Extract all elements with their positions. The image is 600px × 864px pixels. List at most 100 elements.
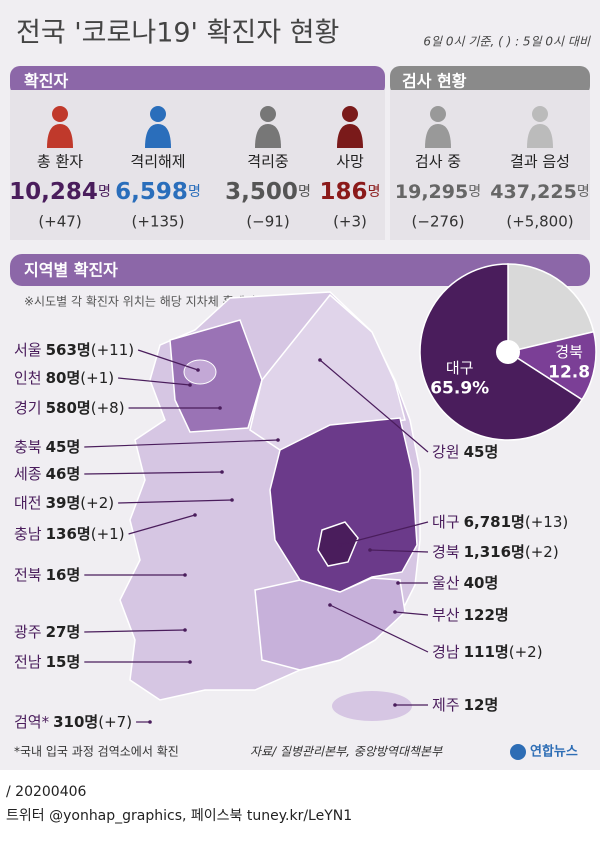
pie-slice <box>506 330 597 401</box>
leader-dot <box>183 573 187 577</box>
item-change: (+47) <box>38 213 81 231</box>
region-name: 전북 <box>14 566 42 584</box>
leader-line <box>329 604 429 653</box>
region-name: 울산 <box>432 574 460 592</box>
region-change: (+8) <box>91 399 125 417</box>
region-count: 1,316명 <box>464 543 525 561</box>
icon-head <box>150 106 166 122</box>
value: 3,500 <box>225 179 298 205</box>
icon-head <box>52 106 68 122</box>
panel <box>10 90 385 240</box>
pie-value-label: 65.9% <box>430 378 489 398</box>
leader-line <box>118 377 191 386</box>
region-count: 45명 <box>46 438 81 456</box>
note: 6일 0시 기준, ( ) : 5일 0시 대비 <box>423 35 591 49</box>
leader-line <box>84 439 279 448</box>
icon-head <box>430 106 446 122</box>
seoul <box>183 359 217 385</box>
region-label: 인천 80명(+1) <box>14 369 114 387</box>
item-change: (+3) <box>333 213 367 231</box>
item-change: (−276) <box>412 213 465 231</box>
region-name: 전남 <box>14 653 42 671</box>
region-label: 전남 15명 <box>14 653 80 671</box>
region-change: (+1) <box>80 369 114 387</box>
region-label: 울산 40명 <box>432 574 498 592</box>
region-label: 충남 136명(+1) <box>14 525 125 543</box>
region-count: 46명 <box>46 465 81 483</box>
value: 19,295 <box>395 181 468 203</box>
leader-dot <box>218 406 222 410</box>
unit: 명 <box>577 184 590 200</box>
leader-dot <box>328 603 332 607</box>
pie-category: 대구 <box>446 359 474 377</box>
section-title: 확진자 <box>24 72 68 91</box>
leader-dot <box>318 358 322 362</box>
icon-body <box>255 124 281 148</box>
leader-dot <box>220 470 224 474</box>
region-count: 27명 <box>46 623 81 641</box>
leader-dot <box>338 543 342 547</box>
region-count: 15명 <box>46 653 81 671</box>
region-name: 경기 <box>14 399 42 417</box>
region-label: 세종 46명 <box>14 465 80 483</box>
item-label: 총 환자 <box>37 153 83 171</box>
leader-dot <box>193 513 197 517</box>
item-value: 3,500명 <box>225 179 311 205</box>
leader-dot <box>230 498 234 502</box>
item-value: 19,295명 <box>395 181 481 203</box>
region-name: 검역* <box>14 713 50 731</box>
region-count: 310명 <box>53 713 98 731</box>
section-bar <box>10 66 385 96</box>
leader-dot <box>393 610 397 614</box>
item-value: 10,284명 <box>9 179 111 205</box>
leader-dot <box>368 548 372 552</box>
leader-line <box>84 629 186 633</box>
gyeonggi <box>169 319 263 433</box>
item-change: (+5,800) <box>506 213 573 231</box>
item-value: 186명 <box>320 179 381 205</box>
jeju <box>332 691 412 721</box>
region-label: 대전 39명(+2) <box>14 494 114 512</box>
icon-head <box>260 106 276 122</box>
leader-dot <box>196 368 200 372</box>
item-value: 437,225명 <box>490 181 589 203</box>
section-title: 지역별 확진자 <box>24 261 118 280</box>
region-name: 대전 <box>14 494 42 512</box>
region-label: 제주 12명 <box>432 696 498 714</box>
icon-body <box>425 124 451 148</box>
region-label: 강원 45명 <box>432 443 498 461</box>
region-count: 16명 <box>46 566 81 584</box>
gyeongbuk <box>269 417 418 593</box>
region-name: 인천 <box>14 369 42 387</box>
region-change: (+1) <box>91 525 125 543</box>
region-change: (+13) <box>525 513 568 531</box>
section-bar <box>10 254 590 286</box>
region-name: 충남 <box>14 525 42 543</box>
region-name: 세종 <box>14 465 42 483</box>
region-count: 80명 <box>46 369 81 387</box>
region-count: 111명 <box>464 643 509 661</box>
leader-dot <box>183 628 187 632</box>
region-name: 서울 <box>14 341 42 359</box>
leader-line <box>369 549 429 553</box>
region-change: (+11) <box>91 341 134 359</box>
value: 10,284 <box>9 179 98 205</box>
leader-line <box>319 359 429 453</box>
item-label: 사망 <box>336 153 364 171</box>
leader-dot <box>148 720 152 724</box>
region-name: 강원 <box>432 443 460 461</box>
region-count: 12명 <box>464 696 499 714</box>
region-label: 전북 16명 <box>14 566 80 584</box>
region-change: (+2) <box>509 643 543 661</box>
region-name: 부산 <box>432 606 460 624</box>
region-name: 경남 <box>432 643 460 661</box>
value: 6,598 <box>115 179 188 205</box>
leader-dot <box>188 660 192 664</box>
leader-dot <box>393 703 397 707</box>
item-label: 격리중 <box>247 153 288 171</box>
pie-slice <box>507 263 595 353</box>
region-change: (+2) <box>80 494 114 512</box>
